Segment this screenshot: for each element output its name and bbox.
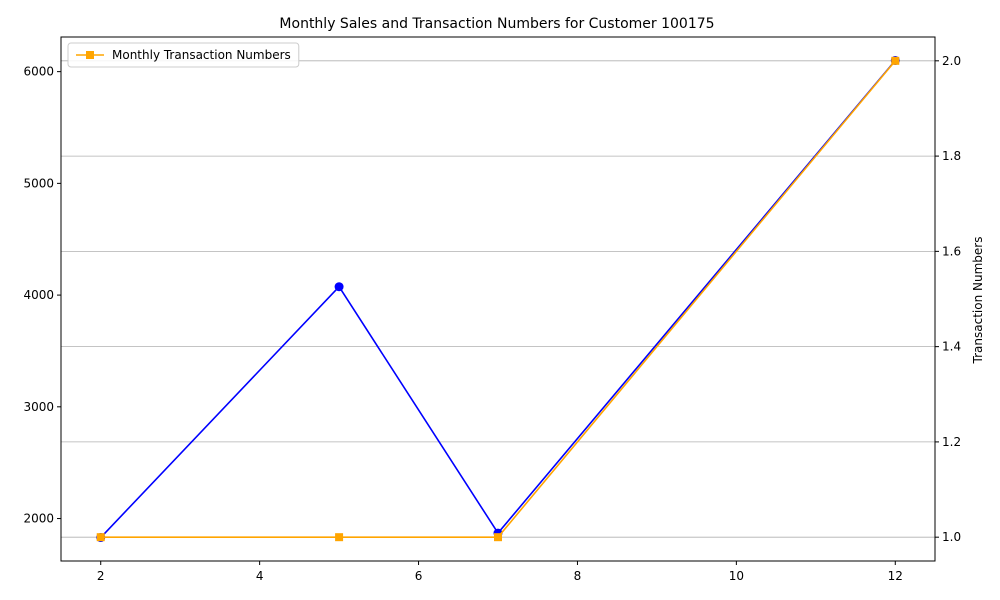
x-tick-label: 6 (415, 569, 423, 583)
y-left-tick-label: 6000 (23, 65, 54, 79)
series-line-right (100, 60, 896, 538)
series-layer (96, 55, 900, 543)
y-left-tick-label: 5000 (23, 176, 54, 190)
legend-label: Monthly Transaction Numbers (112, 48, 291, 62)
data-point (891, 56, 900, 65)
y-right-tick-label: 1.0 (942, 530, 961, 544)
data-point (494, 533, 502, 542)
x-tick-label: 4 (256, 569, 264, 583)
data-point (334, 282, 344, 292)
x-tick-label: 8 (574, 569, 582, 583)
chart-title: Monthly Sales and Transaction Numbers fo… (279, 16, 714, 32)
x-tick-label: 10 (729, 569, 744, 583)
legend: Monthly Transaction Numbers (67, 42, 300, 68)
y-left-tick-label: 3000 (23, 400, 54, 414)
y-right-tick-label: 2.0 (942, 54, 961, 68)
legend-box (67, 42, 300, 68)
y-right-tick-label: 1.2 (942, 435, 961, 449)
series-line-left (100, 59, 896, 539)
y-right-tick-label: 1.6 (942, 244, 961, 258)
axes-layer: 2 4 6 8 10 12 2000 3000 4000 5000 6000 1.0 1.2 1.4 1.6… (23, 54, 961, 583)
x-tick-label: 12 (888, 569, 903, 583)
data-point (335, 533, 344, 542)
right-axis-label: Transaction Numbers (971, 237, 985, 365)
plot-frame (60, 36, 936, 562)
grid-lines (61, 60, 935, 538)
y-left-tick-label: 2000 (23, 512, 54, 526)
y-right-tick-label: 1.4 (942, 340, 961, 354)
y-left-tick-label: 4000 (23, 288, 54, 302)
data-point (96, 533, 105, 542)
legend-marker (86, 51, 94, 59)
x-tick-label: 2 (97, 569, 105, 583)
y-right-tick-label: 1.8 (942, 149, 961, 163)
